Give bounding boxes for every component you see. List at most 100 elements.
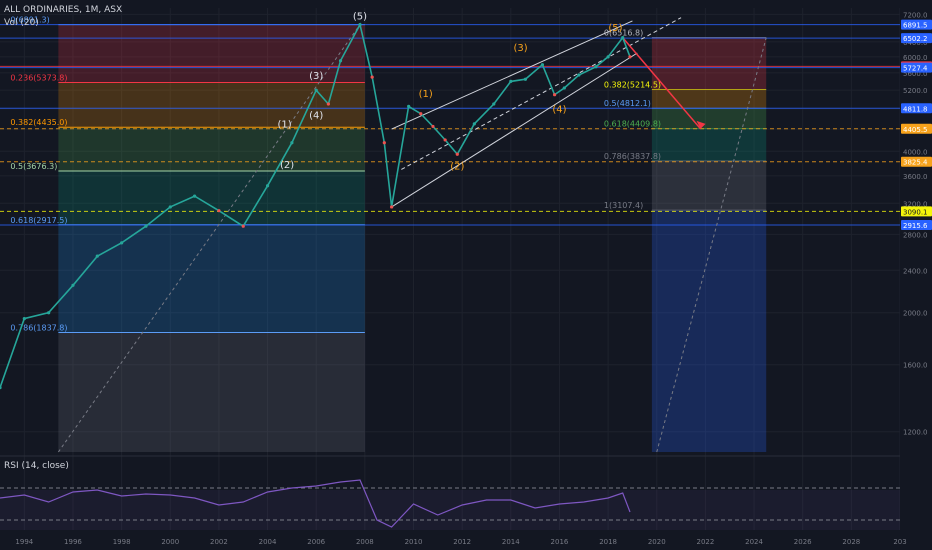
fib-label-right: 0.382(5214.5) — [604, 81, 661, 90]
trend-channel — [57, 17, 767, 453]
axis-bg — [900, 0, 932, 550]
price-tick: 6000.0 — [903, 54, 928, 62]
fib-zone-left — [58, 82, 365, 128]
price-tag-label: 3825.4 — [903, 159, 928, 167]
fib-label-left: 0.236(5373.8) — [10, 74, 67, 83]
fib-zone-left — [58, 224, 365, 333]
fib-label-right: 0(6516.8) — [604, 29, 643, 38]
year-tick: 1996 — [64, 538, 82, 546]
fib-zone-right — [651, 89, 767, 109]
elliott-label: (3) — [309, 71, 323, 82]
chart-grid — [0, 8, 932, 530]
price-point — [577, 73, 581, 77]
price-tag-label: 5727.4 — [903, 65, 928, 73]
price-point — [22, 317, 26, 321]
year-tick: 2012 — [453, 538, 471, 546]
price-tick: 3600.0 — [903, 173, 928, 181]
price-tag — [901, 62, 932, 73]
price-tick: 7200.0 — [903, 11, 928, 19]
fib-label-right: 0.786(3837.8) — [604, 152, 661, 161]
price-point — [0, 386, 2, 390]
price-point — [606, 55, 610, 59]
price-point — [628, 55, 632, 59]
price-point — [265, 184, 270, 188]
year-tick: 2000 — [161, 538, 179, 546]
price-point — [509, 79, 513, 83]
price-point — [192, 194, 197, 198]
elliott-label: (1) — [419, 89, 433, 100]
elliott-label: (1) — [278, 120, 292, 131]
volume-label: Vol (20) — [4, 18, 39, 28]
price-point — [95, 254, 99, 258]
price-point — [552, 93, 557, 97]
year-tick: 203 — [893, 538, 906, 546]
price-tick: 2800.0 — [903, 231, 928, 239]
price-tick: 3200.0 — [903, 200, 928, 208]
price-point — [443, 138, 447, 142]
price-tag-label: 3090.1 — [903, 208, 928, 216]
price-point — [314, 88, 318, 92]
price-tag — [901, 103, 932, 114]
price-tag-label: 2915.6 — [903, 222, 928, 230]
price-point — [540, 63, 545, 67]
price-tag — [901, 156, 932, 167]
price-tag-label: 6502.2 — [903, 35, 928, 43]
price-point — [120, 241, 124, 245]
price-series — [0, 22, 632, 390]
year-tick: 2028 — [842, 538, 860, 546]
projection-arrowhead — [696, 120, 706, 129]
fib-label-right: 0.618(4409.8) — [604, 120, 661, 129]
price-point — [358, 22, 362, 27]
price-point — [390, 205, 394, 209]
fib-label-left: 0.5(3676.3) — [10, 162, 57, 171]
price-tick: 1600.0 — [903, 362, 928, 370]
year-tick: 1998 — [113, 538, 131, 546]
fib-zone-left — [58, 332, 365, 452]
fib-zone-left — [58, 127, 365, 171]
price-point — [241, 224, 245, 228]
elliott-wave-labels: (5) (3) (4) (1) (2) (1) (2) (3) (4) (5) — [278, 11, 623, 172]
price-axis: 7200.06400.06000.05600.05200.04800.04400… — [900, 0, 932, 550]
price-tick: 2000.0 — [903, 310, 928, 318]
time-axis: 1994 1996 1998 2000 2002 2004 2006 2008 2010 2012… — [15, 538, 906, 546]
elliott-label: (4) — [309, 111, 323, 122]
elliott-label: (5) — [608, 23, 622, 34]
price-point — [168, 205, 172, 209]
elliott-label: (2) — [450, 161, 464, 172]
elliott-label: (5) — [353, 11, 367, 22]
elliott-label: (2) — [280, 160, 294, 171]
year-tick: 2018 — [599, 538, 617, 546]
fib-zone-right — [651, 108, 767, 129]
year-tick: 2010 — [405, 538, 423, 546]
price-point — [419, 112, 423, 116]
price-point — [562, 86, 566, 90]
year-tick: 2024 — [745, 538, 763, 546]
price-tag — [901, 19, 932, 30]
fib-zone-right — [651, 128, 767, 161]
fib-label-left: 0.786(1837.8) — [10, 323, 67, 332]
price-point — [71, 283, 75, 287]
fib-zone-right — [651, 160, 767, 211]
price-point — [594, 65, 598, 69]
fib-label-left: 0(6891.3) — [10, 16, 49, 25]
fib-label-right: 1(3107.4) — [604, 201, 643, 210]
price-point — [472, 122, 476, 126]
fib-label-right: 0.5(4812.1) — [604, 99, 651, 108]
year-tick: 1994 — [15, 538, 33, 546]
fib-zone-right — [651, 37, 767, 90]
price-tag — [901, 206, 932, 217]
price-tick: 1200.0 — [903, 429, 928, 437]
price-point — [217, 209, 221, 213]
channel-upper — [391, 20, 633, 130]
price-point — [621, 36, 625, 40]
fib-zone-left — [58, 170, 365, 225]
year-tick: 2002 — [210, 538, 228, 546]
year-tick: 2020 — [648, 538, 666, 546]
fib-zone-left — [58, 24, 365, 83]
rsi-label: RSI (14, close) — [4, 461, 69, 471]
price-point — [492, 102, 496, 106]
price-tick: 4000.0 — [903, 148, 928, 156]
price-tick: 2400.0 — [903, 267, 928, 275]
price-tag-label: 6891.5 — [903, 22, 928, 30]
fib-zone-right — [651, 210, 767, 452]
